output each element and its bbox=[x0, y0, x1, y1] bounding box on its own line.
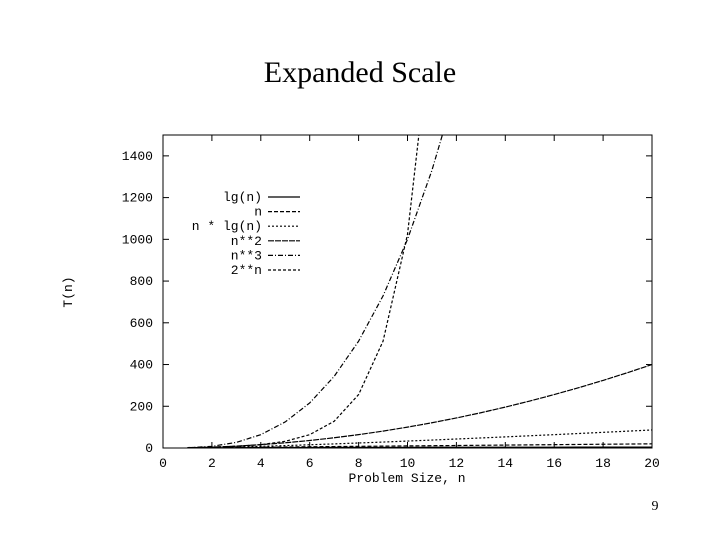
series-line bbox=[187, 446, 652, 448]
series-line bbox=[187, 135, 420, 448]
x-tick-label: 6 bbox=[306, 456, 314, 471]
legend-label: 2**n bbox=[231, 263, 262, 278]
x-tick-label: 8 bbox=[355, 456, 363, 471]
x-tick-label: 12 bbox=[449, 456, 465, 471]
legend-label: lg(n) bbox=[223, 190, 262, 205]
x-axis-label: Problem Size, n bbox=[348, 471, 465, 486]
y-tick-label: 400 bbox=[130, 358, 153, 373]
y-tick-label: 800 bbox=[130, 274, 153, 289]
x-tick-label: 18 bbox=[595, 456, 611, 471]
x-tick-label: 4 bbox=[257, 456, 265, 471]
x-tick-label: 14 bbox=[497, 456, 513, 471]
series-line bbox=[187, 135, 443, 448]
slide-title: Expanded Scale bbox=[264, 56, 456, 89]
x-tick-label: 20 bbox=[644, 456, 660, 471]
legend-label: n**3 bbox=[231, 248, 262, 263]
y-axis-label: T(n) bbox=[61, 276, 76, 307]
y-tick-label: 0 bbox=[145, 441, 153, 456]
series-line bbox=[187, 443, 652, 448]
x-tick-label: 16 bbox=[546, 456, 562, 471]
plot-frame bbox=[162, 134, 653, 449]
x-tick-label: 2 bbox=[208, 456, 216, 471]
x-tick-label: 0 bbox=[159, 456, 167, 471]
page-number: 9 bbox=[652, 499, 659, 514]
y-tick-label: 600 bbox=[130, 316, 153, 331]
legend-label: n * lg(n) bbox=[192, 219, 262, 234]
legend-label: n**2 bbox=[231, 234, 262, 249]
y-tick-label: 1000 bbox=[122, 232, 153, 247]
y-tick-label: 200 bbox=[130, 399, 153, 414]
y-tick-label: 1200 bbox=[122, 191, 153, 206]
legend-label: n bbox=[254, 205, 262, 220]
y-tick-label: 1400 bbox=[122, 149, 153, 164]
x-tick-label: 10 bbox=[400, 456, 416, 471]
series-line bbox=[187, 429, 652, 448]
